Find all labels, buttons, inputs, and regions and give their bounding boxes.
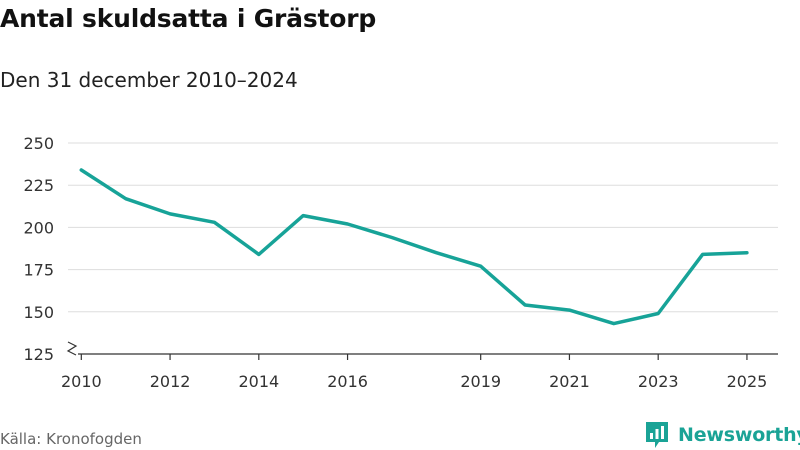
y-tick-label: 200 <box>23 218 54 237</box>
x-tick-label: 2012 <box>150 372 191 391</box>
data-point[interactable] <box>567 308 571 312</box>
brand-logo[interactable]: Newsworthy <box>644 420 800 450</box>
axis-break-icon <box>66 341 78 356</box>
series-line <box>79 168 749 326</box>
chart-title: Antal skuldsatta i Grästorp <box>0 4 377 33</box>
y-tick-label: 225 <box>23 176 54 195</box>
data-point[interactable] <box>390 236 394 240</box>
data-point[interactable] <box>479 264 483 268</box>
x-tick-label: 2014 <box>238 372 279 391</box>
data-series <box>79 168 749 326</box>
brand-name: Newsworthy <box>678 424 800 446</box>
data-point[interactable] <box>301 214 305 218</box>
data-point[interactable] <box>168 212 172 216</box>
x-tick-label: 2019 <box>460 372 501 391</box>
y-tick-label: 150 <box>23 303 54 322</box>
newsworthy-logo-icon <box>646 422 668 448</box>
data-point[interactable] <box>701 252 705 256</box>
data-point[interactable] <box>346 222 350 226</box>
x-tick-label: 2021 <box>549 372 590 391</box>
x-tick-label: 2016 <box>327 372 368 391</box>
x-tick-label: 2023 <box>638 372 679 391</box>
data-point[interactable] <box>434 251 438 255</box>
data-point[interactable] <box>523 303 527 307</box>
data-point[interactable] <box>656 312 660 316</box>
data-point[interactable] <box>612 322 616 326</box>
x-tick-label: 2010 <box>61 372 102 391</box>
x-axis: 2010 2012 2014 2016 2019 2021 2023 2025 <box>61 354 767 391</box>
data-point[interactable] <box>79 168 83 172</box>
data-point[interactable] <box>745 251 749 255</box>
y-tick-label: 175 <box>23 261 54 280</box>
source-note: Källa: Kronofogden <box>0 430 142 448</box>
y-tick-label: 125 <box>23 345 54 364</box>
data-point[interactable] <box>124 197 128 201</box>
y-tick-label: 250 <box>23 134 54 153</box>
chart-subtitle: Den 31 december 2010–2024 <box>0 68 298 92</box>
data-point[interactable] <box>212 220 216 224</box>
y-axis: 125 150 175 200 225 250 <box>23 134 54 364</box>
x-tick-label: 2025 <box>727 372 768 391</box>
data-point[interactable] <box>257 252 261 256</box>
